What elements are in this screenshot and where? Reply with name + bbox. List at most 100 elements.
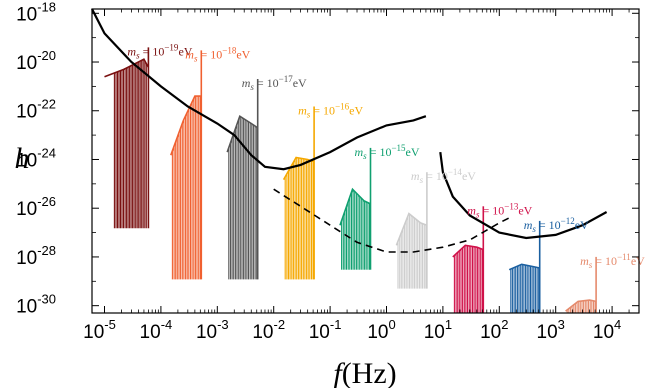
series-label-part: = 10: [479, 203, 504, 217]
y-tick-base: 10: [16, 102, 37, 123]
x-tick-base: 10: [537, 322, 558, 343]
series-label-part: m: [185, 47, 194, 61]
series-label-part: −19: [164, 42, 179, 52]
series-1: [170, 50, 203, 280]
x-tick-label: 102: [480, 317, 508, 343]
series-label: ms = 10−13eV: [467, 201, 532, 219]
series-label-part: s: [136, 50, 140, 60]
x-tick-exp: -2: [273, 317, 285, 332]
series-label-part: eV: [349, 104, 363, 118]
series-label-part: = 10: [536, 218, 561, 232]
x-tick-base: 10: [252, 322, 273, 343]
x-tick-base: 10: [367, 322, 388, 343]
y-tick-exp: -30: [37, 292, 56, 307]
x-tick-exp: 0: [388, 317, 395, 332]
y-tick-label: 10-20: [16, 48, 56, 74]
series-label-part: = 10: [310, 104, 335, 118]
series-label: ms = 10−14eV: [411, 167, 476, 185]
series-label: ms = 10−19eV: [127, 42, 192, 60]
series-label: ms = 10−17eV: [242, 74, 307, 92]
series-label-part: −13: [504, 201, 519, 211]
series-label-part: = 10: [592, 254, 617, 268]
sensitivity-curve-solid: [91, 8, 427, 171]
series-label-part: m: [524, 218, 533, 232]
y-tick-base: 10: [16, 297, 37, 318]
x-tick-exp: 3: [558, 317, 565, 332]
series-5: [395, 172, 428, 289]
x-axis-unit: (Hz): [342, 357, 397, 388]
y-tick-label: 10-24: [16, 146, 56, 172]
series-2: [226, 79, 259, 280]
x-tick-exp: -1: [330, 317, 342, 332]
y-tick-base: 10: [16, 199, 37, 220]
series-label-part: −17: [279, 74, 294, 84]
x-tick-base: 10: [480, 322, 501, 343]
series-label-part: −18: [222, 45, 237, 55]
series-label-part: m: [242, 76, 251, 90]
series-label-part: m: [127, 44, 136, 58]
x-tick-base: 10: [140, 322, 161, 343]
x-tick-exp: -4: [161, 317, 173, 332]
series-label-part: −15: [391, 143, 406, 153]
y-tick-label: 10-26: [16, 194, 56, 220]
y-tick-exp: -22: [37, 97, 56, 112]
series-label: ms = 10−12eV: [524, 216, 589, 234]
series-label-part: = 10: [254, 76, 279, 90]
x-tick-exp: 2: [501, 317, 508, 332]
x-tick-base: 10: [424, 322, 445, 343]
y-tick-base: 10: [16, 151, 37, 172]
series-label: ms = 10−18eV: [185, 45, 250, 63]
y-tick-exp: -26: [37, 194, 56, 209]
series-label-part: eV: [631, 254, 645, 268]
x-tick-label: 104: [593, 317, 621, 343]
series-6: [452, 206, 485, 313]
series-label-part: s: [589, 260, 593, 270]
y-tick-exp: -18: [37, 0, 56, 14]
series-label-part: −11: [617, 252, 631, 262]
series-8: [565, 256, 597, 313]
x-tick-label: 100: [367, 317, 395, 343]
x-tick-exp: 1: [445, 317, 452, 332]
series-label-part: eV: [462, 169, 476, 183]
x-axis-title: f(Hz): [333, 357, 396, 388]
series-label-part: −16: [335, 102, 350, 112]
y-axis-title: h: [15, 142, 30, 175]
series-label-part: eV: [293, 76, 307, 90]
series-label-part: s: [420, 175, 424, 185]
series-label-part: = 10: [197, 47, 222, 61]
y-tick-base: 10: [16, 248, 37, 269]
series-label-part: s: [363, 151, 367, 161]
x-tick-exp: -3: [217, 317, 229, 332]
series-label-part: m: [467, 203, 476, 217]
x-tick-exp: 4: [614, 317, 621, 332]
x-tick-exp: -5: [104, 317, 116, 332]
y-tick-label: 10-22: [16, 97, 56, 123]
series-layer: [104, 47, 597, 313]
x-tick-label: 10-1: [309, 317, 342, 343]
series-label-part: m: [298, 104, 307, 118]
series-label-part: = 10: [140, 44, 165, 58]
series-0: [104, 47, 150, 229]
series-label-part: −14: [448, 167, 463, 177]
series-label-part: eV: [236, 47, 250, 61]
x-tick-label: 101: [424, 317, 452, 343]
y-tick-exp: -24: [37, 146, 56, 161]
sensitivity-curves: [91, 8, 608, 253]
series-label-part: s: [476, 209, 480, 219]
y-tick-label: 10-28: [16, 243, 56, 269]
ticks: 10-5 10-4 10-3 10-2 10-1 100 101 102 103 10410-18…: [16, 0, 640, 343]
x-tick-label: 10-4: [140, 317, 173, 343]
envelope-line: [508, 263, 540, 271]
series-label-part: m: [411, 169, 420, 183]
series-label-part: eV: [178, 44, 192, 58]
series-label-part: s: [250, 82, 254, 92]
series-label-part: s: [307, 110, 311, 120]
series-4: [339, 147, 372, 270]
x-tick-base: 10: [196, 322, 217, 343]
series-label-part: eV: [406, 145, 420, 159]
series-label-part: m: [355, 145, 364, 159]
x-tick-label: 10-2: [252, 317, 285, 343]
series-label: ms = 10−15eV: [355, 143, 420, 161]
